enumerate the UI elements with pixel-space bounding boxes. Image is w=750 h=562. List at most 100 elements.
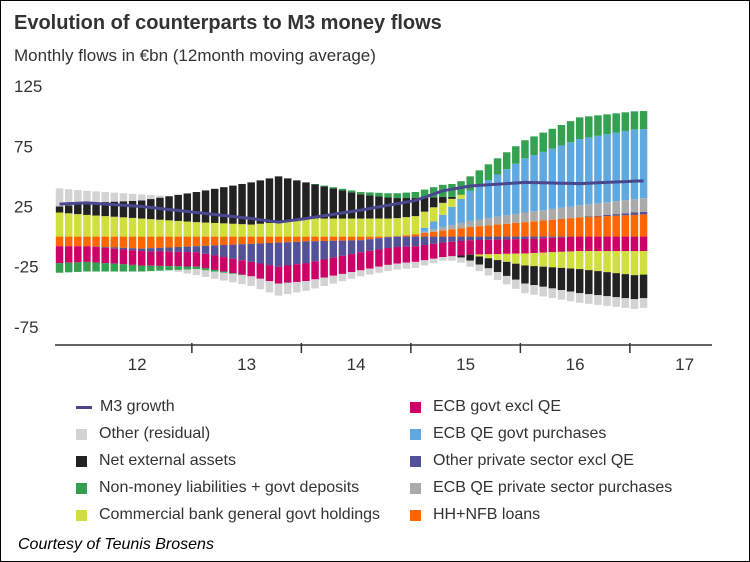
- x-tick-label: 17: [675, 355, 694, 374]
- bar-segment: [110, 201, 119, 217]
- bar-segment: [156, 247, 164, 252]
- bar-segment: [475, 256, 484, 265]
- x-tick-label: 12: [128, 355, 147, 374]
- bar-segment: [256, 243, 265, 264]
- bar-segment: [594, 203, 602, 216]
- bar-segment: [639, 298, 648, 308]
- bar-segment: [475, 254, 484, 257]
- bar-segment: [119, 236, 128, 248]
- bar-segment: [302, 241, 310, 264]
- bar-segment: [557, 145, 566, 208]
- bar-segment: [366, 250, 374, 269]
- bar-segment: [493, 174, 502, 217]
- bar-segment: [457, 222, 465, 229]
- bar-segment: [147, 219, 155, 237]
- bar-segment: [156, 195, 164, 198]
- bar-segment: [557, 289, 566, 300]
- bar-segment: [183, 193, 192, 222]
- bar-segment: [630, 251, 639, 276]
- bar-segment: [548, 237, 557, 253]
- bar-segment: [548, 288, 557, 299]
- bar-segment: [585, 216, 593, 218]
- legend-label: Net external assets: [99, 452, 236, 469]
- bar-segment: [466, 176, 474, 191]
- bar-segment: [411, 216, 420, 235]
- bar-segment: [101, 236, 109, 248]
- bar-segment: [612, 215, 620, 237]
- bar-segment: [457, 257, 465, 263]
- bar-segment: [375, 218, 383, 237]
- bar-segment: [493, 260, 502, 273]
- legend-label: ECB QE private sector purchases: [433, 479, 673, 496]
- bar-segment: [311, 261, 319, 280]
- x-tick-label: 13: [237, 355, 256, 374]
- bar-segment: [256, 223, 265, 237]
- bar-segment: [156, 236, 164, 248]
- bar-segment: [502, 223, 511, 237]
- y-tick-label: -75: [14, 318, 39, 337]
- bar-segment: [521, 283, 529, 294]
- legend-swatch: [76, 455, 87, 467]
- bar-segment: [110, 248, 119, 264]
- bar-segment: [630, 129, 639, 200]
- bar-segment: [137, 265, 146, 272]
- bar-segment: [639, 198, 648, 212]
- bar-segment: [302, 218, 310, 237]
- bar-segment: [128, 236, 137, 249]
- bar-segment: [256, 180, 265, 224]
- bar-segment: [265, 178, 274, 223]
- bar-segment: [484, 258, 493, 269]
- y-tick-label: 125: [14, 77, 42, 96]
- bar-segment: [347, 240, 356, 255]
- bar-segment: [512, 146, 520, 164]
- bar-segment: [384, 264, 392, 271]
- bar-segment: [356, 252, 365, 271]
- legend-swatch: [76, 428, 87, 440]
- bar-segment: [566, 121, 575, 143]
- bar-segment: [585, 137, 593, 205]
- bar-segment: [603, 134, 611, 203]
- bar-segment: [612, 236, 620, 252]
- bar-segment: [512, 222, 520, 237]
- bar-segment: [229, 258, 237, 274]
- bar-segment: [621, 112, 630, 131]
- bar-segment: [429, 231, 438, 237]
- bar-segment: [612, 214, 620, 216]
- bar-segment: [119, 247, 128, 250]
- bar-segment: [83, 190, 91, 203]
- bar-segment: [585, 216, 593, 237]
- bar-segment: [366, 239, 374, 251]
- bar-segment: [147, 236, 155, 249]
- bar-segment: [420, 197, 429, 212]
- bar-segment: [329, 275, 338, 284]
- bar-segment: [429, 187, 438, 198]
- bar-segment: [92, 262, 100, 272]
- bar-segment: [612, 132, 620, 202]
- chart-subtitle: Monthly flows in €bn (12month moving ave…: [14, 46, 376, 65]
- bar-segment: [347, 272, 356, 279]
- bar-segment: [530, 136, 538, 156]
- bar-segment: [594, 251, 602, 272]
- bar-segment: [274, 222, 283, 237]
- bar-segment: [302, 236, 310, 242]
- bar-segment: [448, 198, 456, 207]
- bar-segment: [119, 201, 128, 218]
- bar-segment: [183, 236, 192, 247]
- bar-segment: [439, 242, 447, 258]
- bar-segment: [594, 295, 602, 305]
- bar-segment: [329, 240, 338, 258]
- bar-segment: [356, 236, 365, 241]
- bar-segment: [594, 115, 602, 136]
- bar-segment: [101, 192, 109, 203]
- bar-segment: [439, 236, 447, 243]
- bar-segment: [557, 237, 566, 252]
- bar-segment: [210, 255, 219, 270]
- bar-segment: [147, 195, 155, 200]
- bar-segment: [566, 218, 575, 237]
- bar-segment: [174, 266, 182, 270]
- bar-segment: [466, 220, 474, 227]
- bar-segment: [612, 201, 620, 215]
- bar-segment: [448, 196, 456, 199]
- bar-segment: [429, 258, 438, 264]
